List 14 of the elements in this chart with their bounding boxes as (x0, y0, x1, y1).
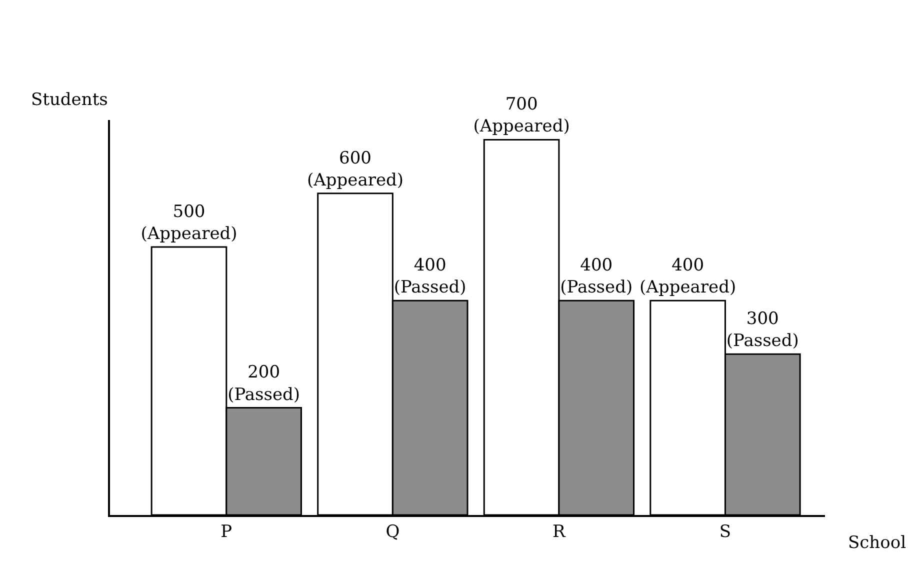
data-label: 400 (Passed) (560, 255, 633, 298)
x-tick-label: S (719, 522, 732, 542)
data-label: 600 (Appeared) (306, 148, 404, 190)
data-label: 300 (Passed) (726, 309, 799, 352)
data-label: 400 (Passed) (394, 255, 466, 298)
x-axis-title: School (848, 533, 906, 553)
x-tick-label: Q (386, 522, 400, 542)
data-label: 200 (Passed) (228, 362, 300, 405)
data-label: 500 (Appeared) (140, 202, 238, 244)
x-tick-label: P (220, 522, 232, 542)
data-label: 700 (Appeared) (473, 94, 570, 137)
data-label: 400 (Appeared) (640, 255, 736, 298)
y-axis-title: Students (31, 90, 108, 110)
x-tick-label: R (552, 522, 567, 542)
